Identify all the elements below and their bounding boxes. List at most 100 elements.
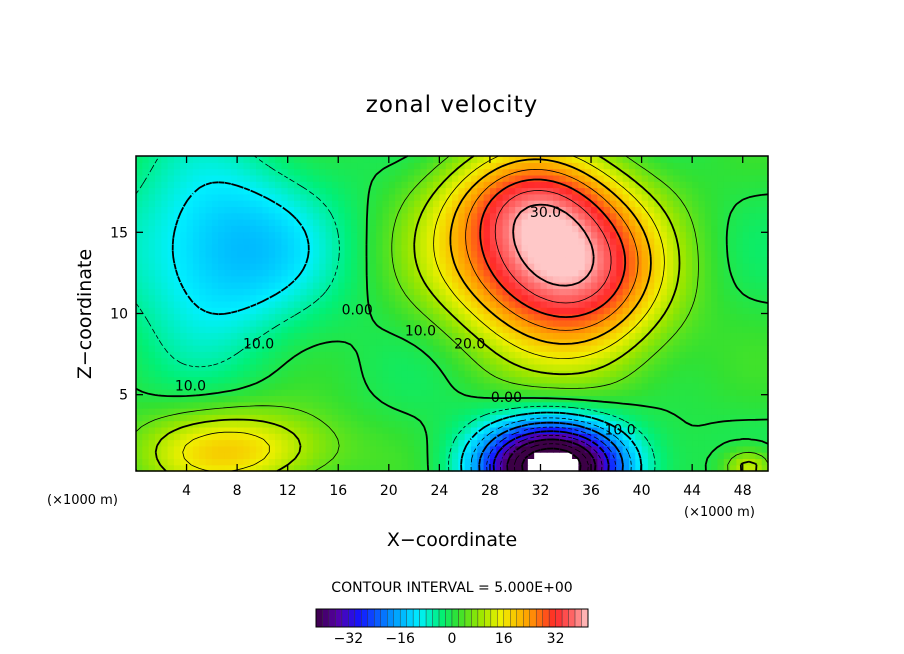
heat-cell xyxy=(685,263,693,270)
heat-cell xyxy=(420,401,428,409)
heat-cell xyxy=(584,458,592,466)
heat-cell xyxy=(294,244,301,252)
heat-cell xyxy=(534,282,542,289)
heat-cell xyxy=(420,300,428,308)
heat-cell xyxy=(521,174,529,182)
heat-cell xyxy=(306,326,314,333)
heat-cell xyxy=(325,464,333,472)
heat-cell xyxy=(458,363,466,371)
heat-cell xyxy=(464,370,472,378)
heat-cell xyxy=(610,389,617,396)
heat-cell xyxy=(654,345,662,352)
heat-cell xyxy=(136,219,143,226)
heat-cell xyxy=(458,338,466,346)
heat-cell xyxy=(420,363,428,371)
heat-cell xyxy=(142,445,150,453)
heat-cell xyxy=(205,282,213,289)
heat-cell xyxy=(338,275,346,283)
heat-cell xyxy=(692,420,700,428)
heat-cell xyxy=(268,458,276,466)
heat-cell xyxy=(641,357,649,365)
heat-cell xyxy=(275,420,282,428)
heat-cell xyxy=(395,269,403,277)
heat-cell xyxy=(173,363,181,371)
heat-cell xyxy=(610,414,617,422)
heat-cell xyxy=(685,401,693,409)
heat-cell xyxy=(211,244,219,252)
heat-cell xyxy=(660,363,668,371)
heat-cell xyxy=(452,225,459,233)
heat-cell xyxy=(237,338,245,346)
heat-cell xyxy=(199,263,207,270)
heat-cell xyxy=(256,357,263,365)
heat-cell xyxy=(654,237,662,245)
heat-cell xyxy=(230,326,238,333)
heat-cell xyxy=(262,414,270,422)
heat-cell xyxy=(256,332,263,340)
heat-cell xyxy=(237,313,245,321)
heat-cell xyxy=(161,187,169,195)
heat-cell xyxy=(515,319,523,327)
heat-cell xyxy=(603,313,611,321)
heat-cell xyxy=(673,319,681,327)
heat-cell xyxy=(635,269,643,277)
heat-cell xyxy=(578,212,586,220)
heat-cell xyxy=(275,181,282,189)
heat-cell xyxy=(496,307,504,315)
heat-cell xyxy=(445,401,453,409)
heat-cell xyxy=(287,206,295,214)
heat-cell xyxy=(439,319,447,327)
heat-cell xyxy=(167,294,175,302)
heat-cell xyxy=(470,244,478,252)
heat-cell xyxy=(761,288,769,296)
heat-cell xyxy=(591,319,598,327)
heat-cell xyxy=(521,237,529,245)
heat-cell xyxy=(306,237,314,245)
heat-cell xyxy=(420,200,428,207)
heat-cell xyxy=(489,345,497,352)
heat-cell xyxy=(742,408,750,415)
heat-cell xyxy=(173,168,181,176)
heat-cell xyxy=(414,282,421,289)
heat-cell xyxy=(205,345,213,352)
heat-cell xyxy=(704,445,712,453)
heat-cell xyxy=(211,458,219,466)
heat-cell xyxy=(136,420,143,428)
heat-cell xyxy=(515,206,523,214)
heat-cell xyxy=(230,168,238,176)
heat-cell xyxy=(426,156,434,163)
heat-cell xyxy=(641,389,649,396)
heat-cell xyxy=(173,288,181,296)
heat-cell xyxy=(268,206,276,214)
heat-cell xyxy=(489,212,497,220)
heat-cell xyxy=(268,426,276,434)
heat-cell xyxy=(363,319,371,327)
heat-cell xyxy=(173,181,181,189)
heat-cell xyxy=(540,231,548,239)
heat-cell xyxy=(211,275,219,283)
heat-cell xyxy=(496,389,504,396)
heat-cell xyxy=(420,187,428,195)
heat-cell xyxy=(717,376,725,384)
heat-cell xyxy=(483,156,491,163)
heat-cell xyxy=(414,275,421,283)
heat-cell xyxy=(654,433,662,441)
heat-cell xyxy=(723,433,731,441)
heat-cell xyxy=(433,363,440,371)
heat-cell xyxy=(199,401,207,409)
heat-cell xyxy=(622,294,630,302)
heat-cell xyxy=(205,288,213,296)
heat-cell xyxy=(294,382,301,390)
heat-cell xyxy=(496,300,504,308)
heat-cell xyxy=(148,231,156,239)
heat-cell xyxy=(692,225,700,233)
heat-cell xyxy=(388,363,396,371)
heat-cell xyxy=(395,445,403,453)
heat-cell xyxy=(433,414,440,422)
heat-cell xyxy=(597,156,605,163)
heat-cell xyxy=(192,231,200,239)
heat-cell xyxy=(502,269,510,277)
heat-cell xyxy=(565,345,573,352)
heat-cell xyxy=(218,181,226,189)
heat-cell xyxy=(256,200,263,207)
